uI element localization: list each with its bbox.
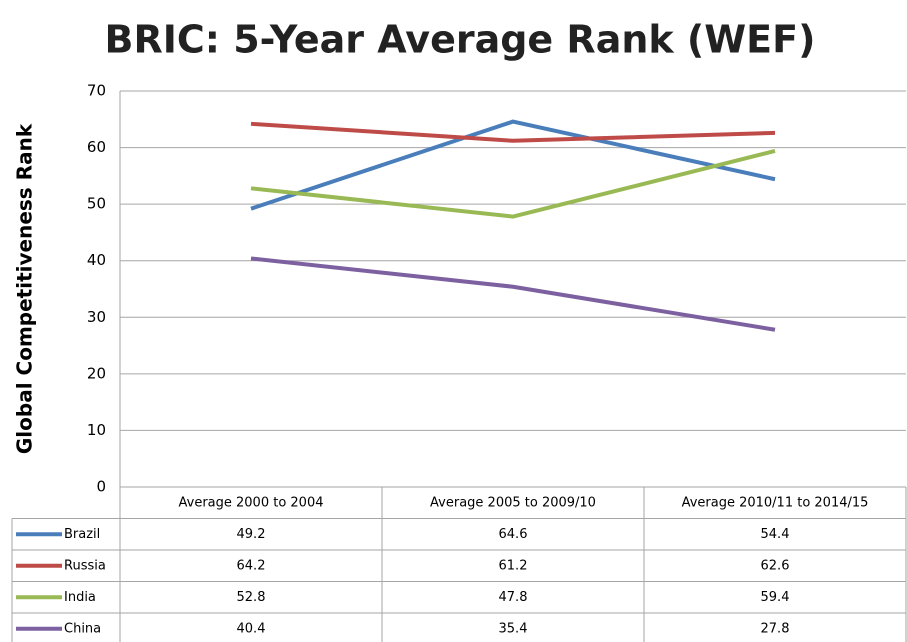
table-value: 40.4 bbox=[237, 621, 266, 636]
series-line bbox=[250, 119, 776, 211]
legend-label: Russia bbox=[64, 558, 106, 573]
table-value: 47.8 bbox=[499, 590, 528, 605]
x-tick-label: Average 2005 to 2009/10 bbox=[430, 495, 596, 510]
table-value: 52.8 bbox=[237, 590, 266, 605]
series-line bbox=[250, 256, 776, 332]
x-tick-label: Average 2000 to 2004 bbox=[179, 495, 324, 510]
table-value: 27.8 bbox=[761, 621, 790, 636]
table-value: 61.2 bbox=[499, 558, 528, 573]
y-axis-label: Global Competitiveness Rank bbox=[13, 123, 37, 454]
table-value: 35.4 bbox=[499, 621, 528, 636]
series-line bbox=[250, 149, 776, 219]
table-value: 62.6 bbox=[761, 558, 790, 573]
y-tick-label: 70 bbox=[87, 82, 106, 100]
table-value: 64.2 bbox=[237, 558, 266, 573]
y-tick-label: 50 bbox=[87, 195, 106, 213]
table-value: 59.4 bbox=[761, 590, 790, 605]
table-value: 49.2 bbox=[237, 527, 266, 542]
y-tick-label: 0 bbox=[96, 478, 106, 496]
y-tick-label: 60 bbox=[87, 138, 106, 156]
y-tick-label: 20 bbox=[87, 364, 106, 382]
x-tick-label: Average 2010/11 to 2014/15 bbox=[682, 495, 869, 510]
y-tick-label: 40 bbox=[87, 251, 106, 269]
table-value: 54.4 bbox=[761, 527, 790, 542]
y-tick-label: 30 bbox=[87, 308, 106, 326]
legend-label: India bbox=[64, 590, 96, 605]
y-tick-label: 10 bbox=[87, 421, 106, 439]
legend-label: China bbox=[64, 621, 101, 636]
series-line bbox=[250, 121, 776, 143]
table-value: 64.6 bbox=[499, 527, 528, 542]
legend-label: Brazil bbox=[64, 527, 100, 542]
chart-title: BRIC: 5-Year Average Rank (WEF) bbox=[105, 18, 816, 62]
